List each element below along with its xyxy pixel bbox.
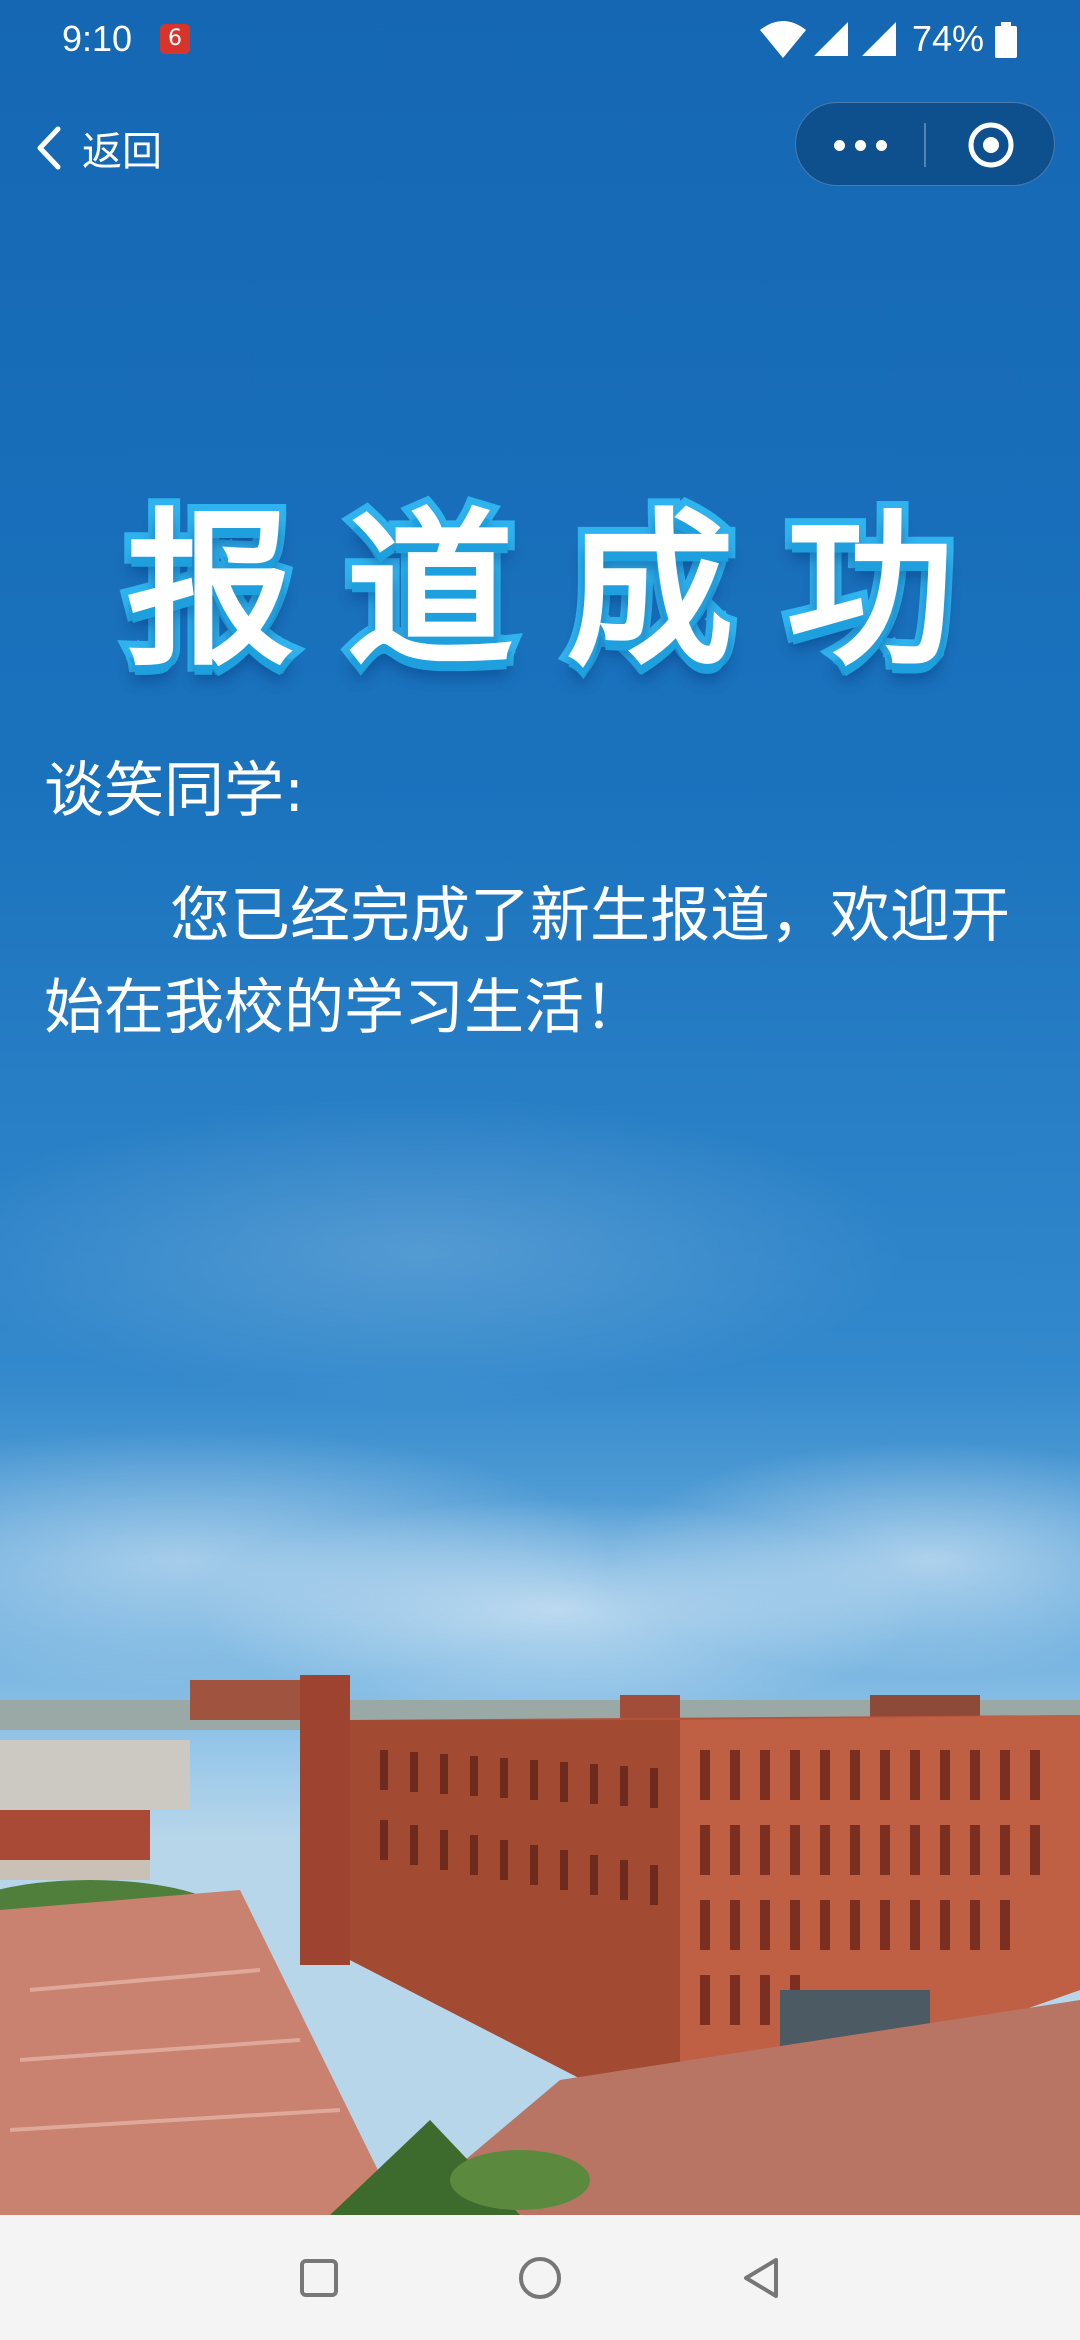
capsule-divider xyxy=(924,123,926,167)
more-dots-icon[interactable] xyxy=(796,103,924,187)
back-label: 返回 xyxy=(82,129,162,175)
status-bar: 9:10 6 74% xyxy=(0,0,1080,80)
status-time: 9:10 xyxy=(62,18,133,59)
signal-icon xyxy=(862,22,896,56)
wifi-icon xyxy=(760,21,806,58)
home-icon[interactable] xyxy=(507,2245,573,2311)
greeting-text: 谈笑同学: xyxy=(44,756,305,826)
system-navigation-bar xyxy=(0,2215,1080,2340)
battery-percent: 74% xyxy=(912,18,985,59)
welcome-message: 您已经完成了新生报道，欢迎开始在我校的学习生活！ xyxy=(44,881,1010,1043)
signal-icon xyxy=(814,22,848,56)
back-chevron-icon xyxy=(37,126,61,170)
back-triangle-icon[interactable] xyxy=(728,2245,794,2311)
miniprogram-capsule xyxy=(795,102,1055,186)
recent-apps-icon[interactable] xyxy=(286,2245,352,2311)
campus-building-image xyxy=(0,1675,1080,2215)
battery-icon xyxy=(995,22,1017,58)
close-target-icon[interactable] xyxy=(926,103,1056,187)
notification-app-icon: 6 xyxy=(160,24,190,54)
page-title: 报道成功 xyxy=(119,486,1006,696)
back-button[interactable]: 返回 xyxy=(32,118,162,178)
